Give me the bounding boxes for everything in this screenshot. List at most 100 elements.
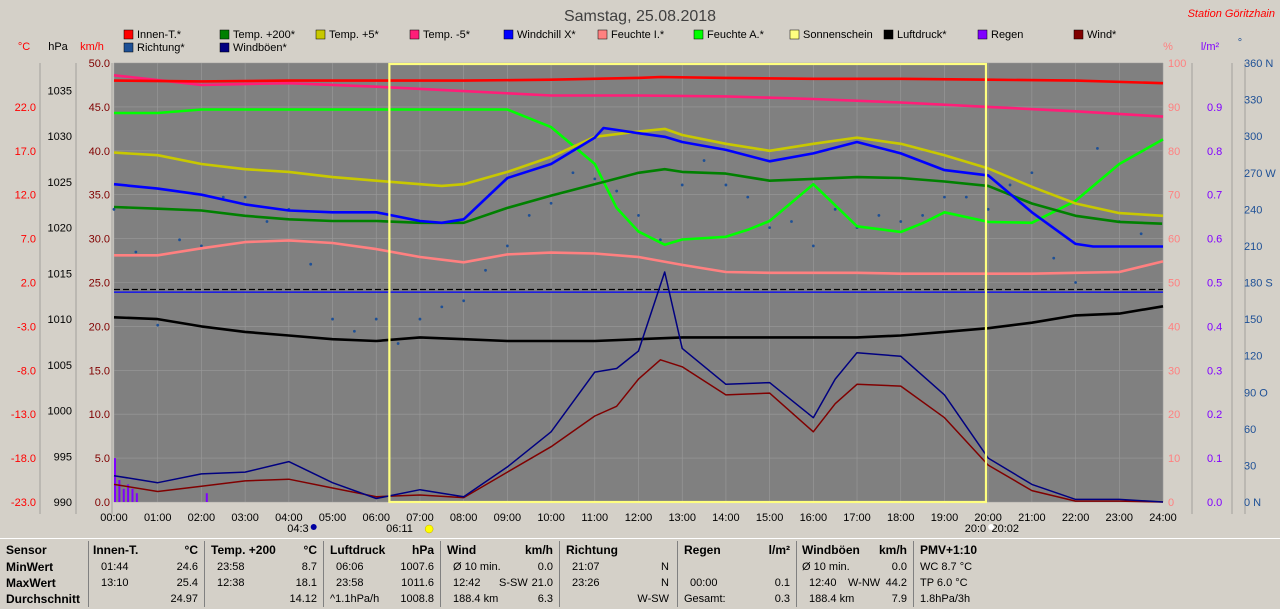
- stats-regen-total-label: Gesamt:: [684, 593, 726, 605]
- legend-swatch-wind: [1073, 29, 1084, 40]
- axis-unit-celsius: °C: [18, 41, 30, 53]
- series-line-gusts: [113, 271, 1164, 503]
- stats-luftdruck-min-value: 1007.6: [400, 561, 434, 573]
- legend-label-gusts: Windböen*: [233, 42, 288, 54]
- stats-luftdruck-min-time: 06:06: [336, 561, 364, 573]
- legend-swatch-direction: [123, 42, 134, 53]
- axis-tick-time: 09:00: [494, 512, 522, 524]
- stats-regen-total-value: 0.3: [774, 593, 790, 605]
- axis-tick-rain: 0.9: [1207, 102, 1222, 114]
- axis-tick-direction: 150: [1244, 314, 1262, 326]
- axis-tick-temp: 12.0: [15, 190, 36, 202]
- stats-temp200-max-value: 18.1: [295, 577, 317, 589]
- direction-point: [549, 201, 553, 205]
- axis-tick-pressure: 1015: [48, 268, 72, 280]
- axis-tick-rain: 0.8: [1207, 146, 1222, 158]
- axis-tick-time: 17:00: [843, 512, 871, 524]
- stats-innen-max-time: 13:10: [101, 577, 129, 589]
- series-line-temp5: [113, 127, 1164, 218]
- axis-tick-pressure: 1030: [48, 131, 72, 143]
- stats-row-label: MinWert: [6, 560, 54, 574]
- stats-temp200-avg-value: 14.12: [289, 593, 317, 605]
- stats-richtung-max-time: 23:26: [572, 577, 600, 589]
- stats-luftdruck-max-time: 23:58: [336, 577, 364, 589]
- direction-point: [374, 317, 378, 321]
- stats-wind-max-value: 21.0: [531, 577, 553, 589]
- stats-richtung-avg-value: W-SW: [637, 593, 669, 605]
- stats-wind-unit: km/h: [524, 543, 553, 557]
- series-line-windchill: [113, 126, 1163, 248]
- axis-tick-rain: 0.7: [1207, 190, 1222, 202]
- legend-swatch-rain: [977, 29, 988, 40]
- stats-temp200-unit: °C: [303, 543, 317, 557]
- direction-point: [1030, 171, 1034, 175]
- stats-pmv-title: PMV+1:10: [920, 543, 978, 557]
- axis-tick-direction: 300: [1244, 131, 1262, 143]
- axis-tick-wind: 5.0: [95, 453, 110, 465]
- axis-tick-wind: 40.0: [89, 146, 110, 158]
- rain-bar: [122, 488, 125, 502]
- stats-temp200-section: Temp. +200 °C 23:58 8.7 12:38 18.1 14.12: [205, 541, 324, 607]
- stats-luftdruck-max-value: 1011.6: [401, 577, 434, 589]
- axis-tick-time: 08:00: [450, 512, 478, 524]
- axis-tick-pressure: 1025: [48, 177, 72, 189]
- stats-innen-avg-value: 24.97: [170, 593, 198, 605]
- series-line-inner_temp: [113, 75, 1164, 85]
- series-line-pressure: [113, 305, 1164, 343]
- axis-tick-pressure: 1005: [48, 360, 72, 372]
- axis-tick-wind: 50.0: [89, 58, 110, 70]
- stats-windboen-avg10-label: Ø 10 min.: [802, 561, 850, 573]
- direction-point: [200, 244, 203, 248]
- direction-point: [877, 214, 881, 217]
- legend-label-temp5: Temp. +5*: [329, 29, 380, 41]
- direction-point: [1074, 281, 1077, 284]
- direction-point: [505, 244, 509, 248]
- axis-tick-pressure: 1010: [48, 314, 72, 326]
- series-line-humidity_out: [114, 108, 1164, 246]
- rain-bar: [127, 484, 130, 502]
- axis-tick-humidity: 80: [1168, 146, 1180, 158]
- axis-tick-wind: 0.0: [95, 497, 110, 509]
- axis-tick-wind: 45.0: [89, 102, 110, 114]
- direction-point: [790, 220, 793, 223]
- sunshine-period: [388, 62, 988, 504]
- axis-tick-pressure: 995: [54, 451, 72, 463]
- direction-point: [746, 195, 750, 199]
- direction-point: [1008, 183, 1012, 187]
- stats-regen-section: Regen l/m² 00:00 0.1 Gesamt: 0.3: [678, 541, 797, 607]
- stats-temp200-title: Temp. +200: [211, 543, 276, 557]
- legend-swatch-inner_temp: [123, 29, 134, 40]
- series-line-wind: [113, 359, 1164, 503]
- axis-tick-temp: -23.0: [11, 497, 36, 509]
- axis-tick-humidity: 40: [1168, 321, 1180, 333]
- stats-luftdruck-avg-value: 1008.8: [400, 593, 434, 605]
- stats-windboen-max-value: 44.2: [885, 577, 907, 589]
- stats-wind-section: Wind km/h Ø 10 min. 0.0 12:42 S-SW 21.0 …: [441, 541, 560, 607]
- axis-tick-humidity: 50: [1168, 278, 1180, 290]
- direction-point: [986, 207, 990, 211]
- direction-point: [527, 214, 531, 217]
- legend-label-direction: Richtung*: [137, 42, 185, 54]
- axis-tick-humidity: 100: [1168, 58, 1186, 70]
- axis-tick-temp: 7.0: [21, 234, 36, 246]
- axis-tick-time: 00:00: [100, 512, 128, 524]
- direction-point: [112, 207, 116, 211]
- axis-tick-time: 18:00: [887, 512, 915, 524]
- axis-tick-rain: 0.1: [1207, 453, 1222, 465]
- axis-tick-time: 01:00: [144, 512, 172, 524]
- axis-tick-pressure: 1020: [48, 223, 72, 235]
- stats-sensor-section: Sensor MinWert MaxWert Durchschnitt: [0, 541, 89, 607]
- stats-regen-max-time: 00:00: [690, 577, 718, 589]
- stats-luftdruck-trend: ^1.1hPa/h: [330, 593, 380, 605]
- axis-unit-rain: l/m²: [1201, 41, 1220, 53]
- axis-unit-degree: °: [1238, 37, 1242, 49]
- direction-point: [243, 195, 247, 199]
- stats-windboen-max-time: 12:40: [809, 577, 837, 589]
- axis-tick-wind: 15.0: [89, 365, 110, 377]
- axis-tick-direction: 60: [1244, 424, 1256, 436]
- legend-swatch-temp5: [315, 29, 326, 40]
- stats-temp200-min-value: 8.7: [301, 561, 317, 573]
- axis-tick-direction: 30: [1244, 460, 1256, 472]
- moon-icon: [310, 524, 317, 530]
- stats-row-label: Durchschnitt: [6, 592, 81, 606]
